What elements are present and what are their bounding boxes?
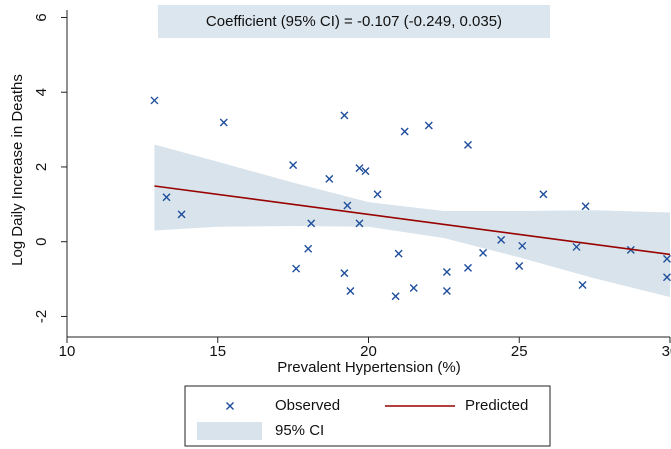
x-tick-label: 15 — [209, 343, 226, 360]
marker-stroke — [340, 269, 349, 278]
point — [515, 261, 524, 270]
legend-swatch — [226, 402, 234, 410]
marker-stroke — [355, 164, 364, 173]
marker-stroke — [578, 281, 587, 290]
point — [581, 202, 590, 211]
marker-stroke — [464, 140, 472, 149]
marker-stroke — [340, 111, 349, 120]
point — [325, 174, 334, 183]
annotation: Coefficient (95% CI) = -0.107 (-0.249, 0… — [206, 13, 502, 30]
point — [304, 244, 313, 253]
y-tick-label: 4 — [33, 88, 50, 96]
point — [219, 118, 228, 127]
marker-stroke — [479, 248, 488, 257]
point — [292, 264, 301, 273]
point — [662, 273, 671, 282]
marker-stroke — [662, 273, 671, 282]
point — [572, 242, 581, 251]
fit-line — [154, 185, 671, 256]
point — [355, 219, 364, 228]
marker-stroke — [304, 244, 313, 253]
point — [409, 284, 418, 293]
marker-stroke — [572, 242, 581, 251]
marker-stroke — [325, 174, 334, 183]
marker-stroke — [391, 292, 400, 301]
marker-stroke — [409, 284, 418, 293]
point — [150, 96, 159, 105]
point — [391, 292, 400, 301]
y-tick-label: -2 — [33, 310, 50, 323]
marker-stroke — [292, 264, 301, 273]
y-tick-label: 2 — [33, 163, 50, 171]
x-tick-label: 25 — [511, 343, 528, 360]
marker-stroke — [355, 219, 364, 228]
marker-stroke — [497, 235, 506, 244]
point — [578, 281, 587, 290]
legend-label: Predicted — [465, 397, 528, 414]
marker-stroke — [343, 201, 352, 210]
marker-stroke — [442, 287, 451, 296]
marker-stroke — [515, 261, 524, 270]
point — [464, 140, 472, 149]
marker-stroke — [150, 96, 159, 105]
point — [497, 235, 506, 244]
y-axis-title: Log Daily Increase in Deaths — [9, 74, 26, 266]
point — [464, 263, 472, 272]
legend-swatch — [197, 422, 262, 440]
marker-stroke — [373, 190, 382, 199]
x-tick-label: 20 — [360, 343, 377, 360]
marker-stroke — [518, 241, 527, 250]
marker-stroke — [424, 121, 433, 130]
point — [361, 167, 370, 176]
marker-stroke — [162, 193, 171, 202]
point — [400, 127, 409, 136]
point — [289, 161, 298, 170]
marker-stroke — [361, 167, 370, 176]
x-axis-title: Prevalent Hypertension (%) — [277, 359, 460, 376]
point — [162, 193, 171, 202]
marker-stroke — [307, 219, 316, 228]
annotation-box — [158, 5, 550, 38]
point — [518, 241, 527, 250]
marker-stroke — [442, 267, 451, 276]
marker-stroke — [394, 249, 403, 258]
marker-stroke — [177, 210, 186, 219]
marker-stroke — [539, 190, 548, 199]
marker-stroke — [346, 287, 355, 296]
point — [479, 248, 488, 257]
x-tick-label: 30 — [662, 343, 671, 360]
marker-stroke — [219, 118, 228, 127]
point — [343, 201, 352, 210]
point — [424, 121, 433, 130]
marker-stroke — [464, 263, 472, 272]
marker-stroke — [400, 127, 409, 136]
marker-stroke — [226, 402, 234, 410]
point — [662, 254, 671, 263]
x-tick-label: 10 — [59, 343, 76, 360]
point — [355, 164, 364, 173]
point — [539, 190, 548, 199]
marker-stroke — [289, 161, 298, 170]
y-tick-label: 0 — [33, 238, 50, 246]
marker-stroke — [662, 254, 671, 263]
point — [442, 287, 451, 296]
point — [340, 269, 349, 278]
legend-label: 95% CI — [275, 422, 324, 439]
marker-stroke — [581, 202, 590, 211]
point — [177, 210, 186, 219]
point — [307, 219, 316, 228]
point — [340, 111, 349, 120]
legend-label: Observed — [275, 397, 340, 414]
y-tick-label: 6 — [33, 13, 50, 21]
point — [346, 287, 355, 296]
point — [394, 249, 403, 258]
point — [442, 267, 451, 276]
point — [373, 190, 382, 199]
